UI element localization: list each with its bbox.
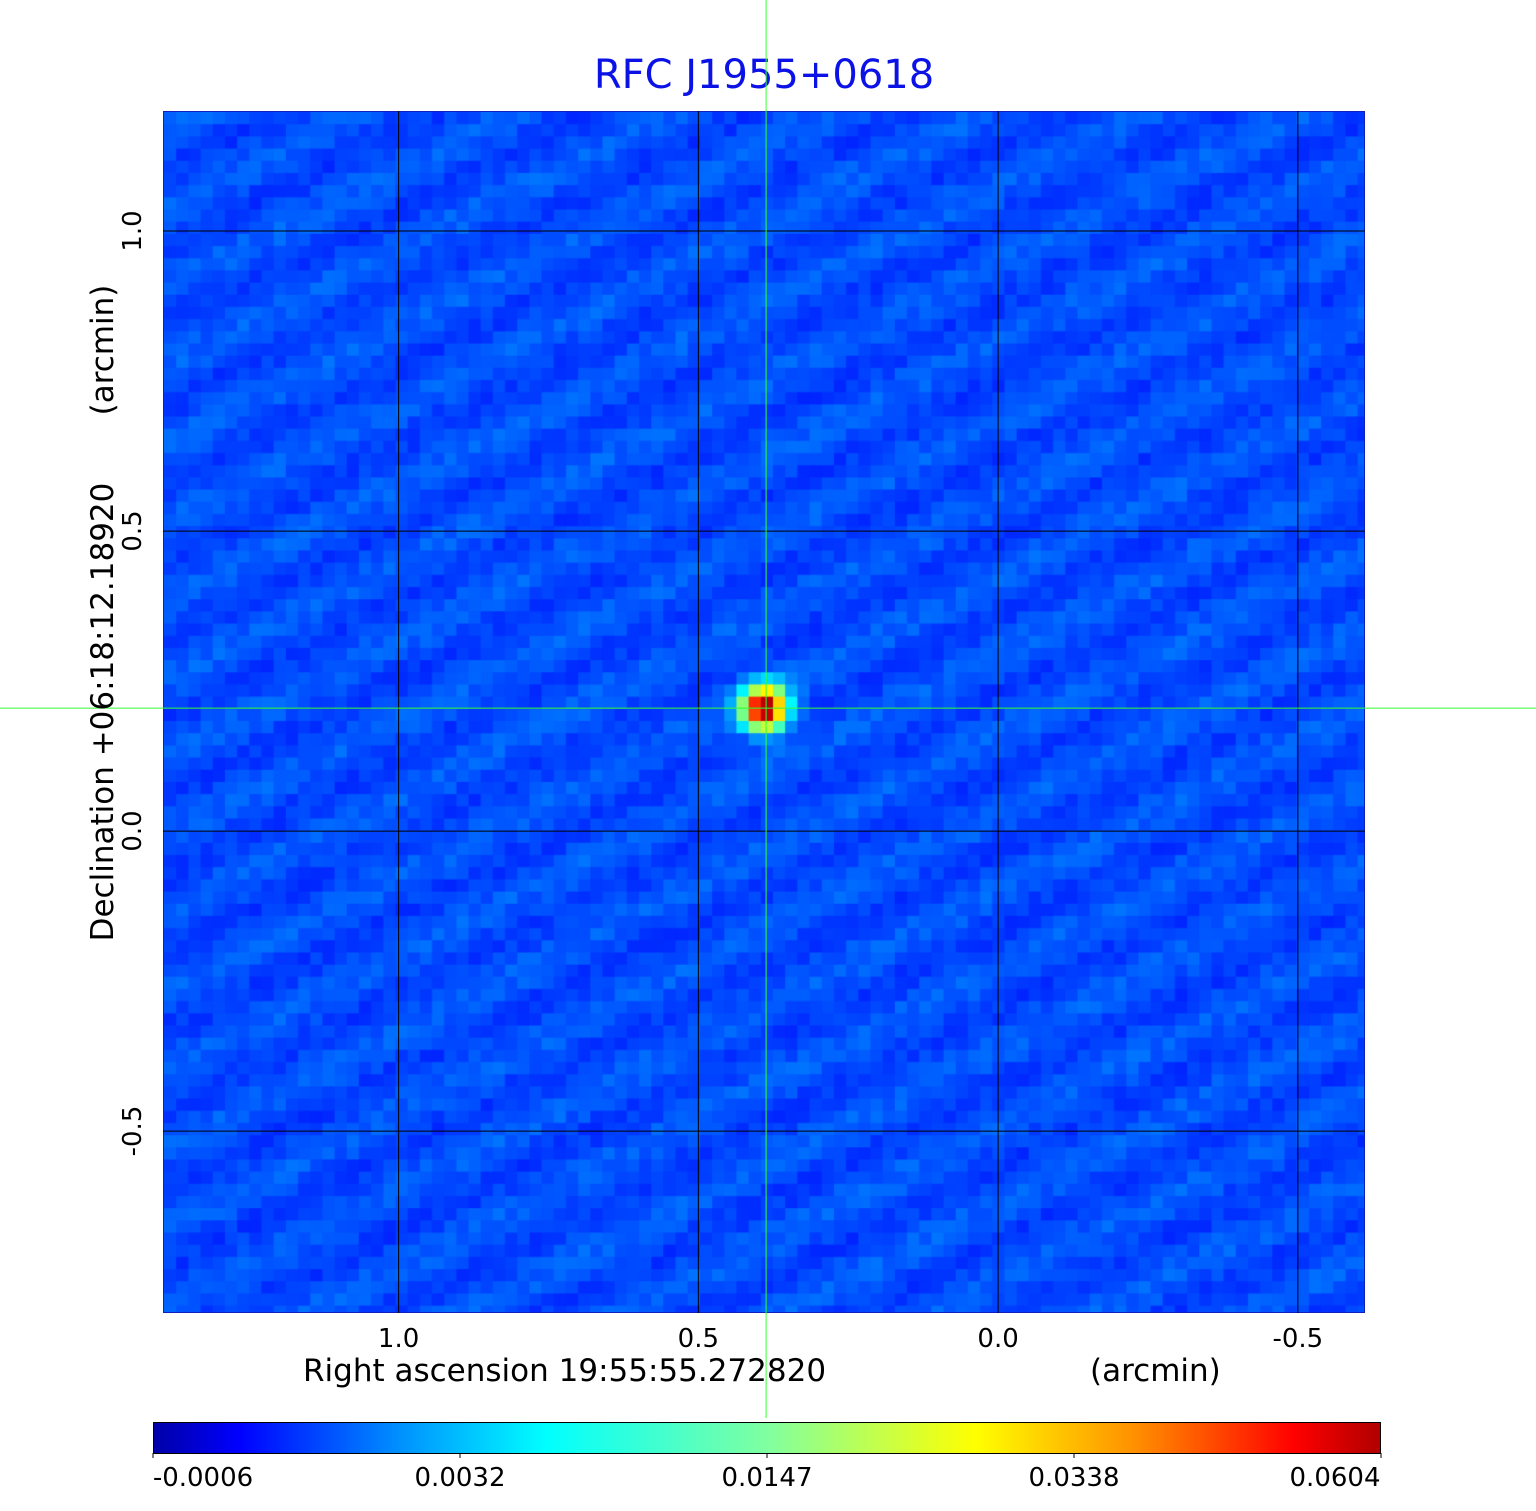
- x-tick-label: 1.0: [377, 1324, 420, 1354]
- x-tick-label: -0.5: [1272, 1324, 1324, 1354]
- colorbar-tick-label: 0.0032: [414, 1463, 506, 1493]
- colorbar-tick-label: 0.0604: [1289, 1463, 1381, 1493]
- colorbar-tick-label: 0.0338: [1028, 1463, 1120, 1493]
- colorbar-tick-label: -0.0006: [152, 1463, 254, 1493]
- intensity-map: [163, 111, 1365, 1313]
- y-tick-label: -0.5: [118, 1105, 148, 1157]
- y-tick-label: 0.5: [118, 510, 148, 552]
- x-axis-label: Right ascension 19:55:55.272820: [303, 1353, 827, 1389]
- y-tick-label: 0.0: [118, 810, 148, 852]
- y-tick-label: 1.0: [118, 210, 148, 252]
- y-axis-unit: (arcmin): [85, 284, 121, 416]
- colorbar-tick-label: 0.0147: [721, 1463, 813, 1493]
- x-axis-unit: (arcmin): [1090, 1353, 1221, 1389]
- x-tick-label: 0.5: [677, 1324, 720, 1354]
- colorbar: [153, 1422, 1381, 1454]
- chart-title: RFC J1955+0618: [593, 52, 935, 98]
- x-tick-label: 0.0: [977, 1324, 1019, 1354]
- y-axis-label: Declination +06:18:12.18920: [85, 482, 121, 942]
